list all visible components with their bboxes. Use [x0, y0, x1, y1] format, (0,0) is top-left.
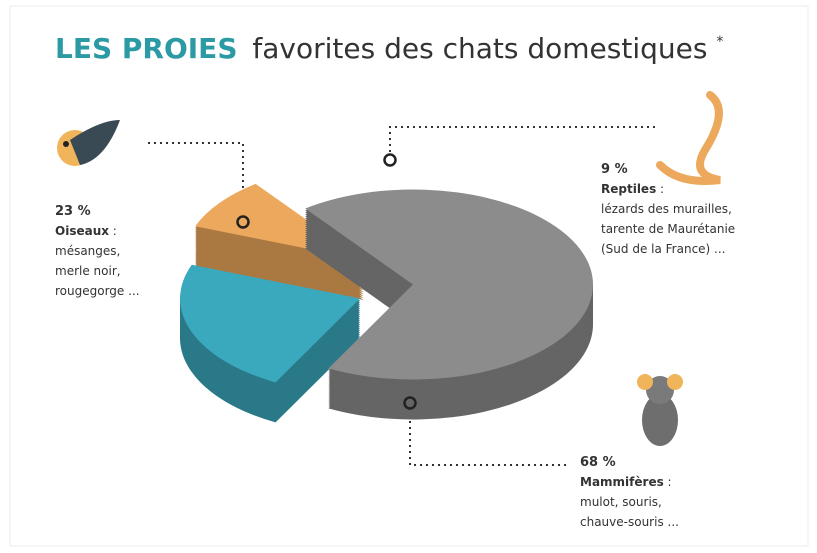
category-description: rougegorge ... — [55, 284, 140, 298]
category-label: Oiseaux : — [55, 224, 117, 238]
category-label: Reptiles : — [601, 182, 664, 196]
leader-line — [389, 126, 657, 152]
label-separator: : — [109, 224, 117, 238]
slice-top — [305, 189, 593, 380]
category-description: (Sud de la France) ... — [601, 242, 726, 256]
slice-top — [180, 264, 361, 383]
value-label: 68 % — [580, 455, 616, 470]
category-description: chauve-souris ... — [580, 515, 679, 529]
lizard-icon — [656, 91, 723, 185]
category-description: lézards des murailles, — [601, 202, 732, 216]
pie-slice — [180, 264, 361, 423]
value-label: 9 % — [601, 162, 628, 177]
bird-icon — [57, 120, 120, 166]
chart-title: LES PROIES favorites des chats domestiqu… — [55, 32, 723, 65]
label-separator: : — [664, 475, 672, 489]
category-name: Mammifères — [580, 475, 664, 489]
category-description: tarente de Maurétanie — [601, 222, 735, 236]
title-text: favorites des chats domestiques — [252, 32, 707, 65]
leader-line — [409, 409, 570, 466]
leader-line — [148, 142, 244, 216]
slice-marker — [383, 153, 397, 167]
category-description: mésanges, — [55, 244, 120, 258]
category-name: Reptiles — [601, 182, 656, 196]
pie-slice — [305, 189, 593, 420]
label-separator: : — [656, 182, 664, 196]
category-label: Mammifères : — [580, 475, 672, 489]
slice-marker — [403, 396, 417, 410]
title-note: * — [716, 34, 723, 50]
title-emphasis: LES PROIES — [55, 32, 237, 65]
mouse-icon — [637, 374, 683, 446]
slice-marker — [236, 215, 250, 229]
category-name: Oiseaux — [55, 224, 109, 238]
value-label: 23 % — [55, 204, 91, 219]
category-description: merle noir, — [55, 264, 121, 278]
category-description: mulot, souris, — [580, 495, 662, 509]
